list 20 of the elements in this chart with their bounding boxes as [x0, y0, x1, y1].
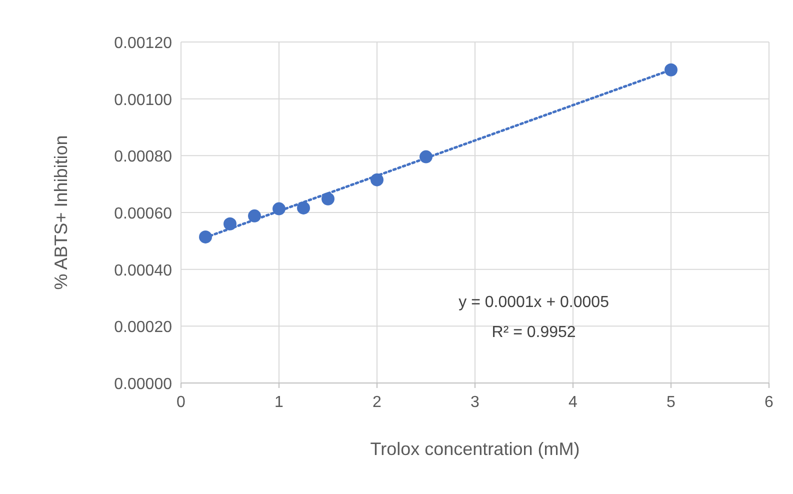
annotation: y = 0.0001x + 0.0005 — [458, 294, 610, 311]
x-tick-label: 6 — [764, 394, 774, 411]
x-tick-label: 1 — [274, 394, 284, 411]
y-tick-label: 0.00120 — [114, 35, 172, 52]
y-tick-label: 0.00080 — [114, 148, 172, 166]
y-tick-label: 0.00000 — [114, 376, 172, 393]
y-tick-label: 0.00020 — [114, 319, 172, 336]
y-tick-label: 0.00040 — [114, 262, 172, 280]
y-axis-title: % ABTS+ Inhibition — [51, 135, 71, 290]
x-tick-label: 2 — [372, 394, 382, 411]
x-tick-label: 4 — [568, 394, 578, 411]
x-tick-label: 3 — [470, 394, 480, 411]
y-tick-label: 0.00060 — [114, 206, 172, 222]
x-axis-title: Trolox concentration (mM) — [370, 439, 580, 459]
point — [664, 63, 678, 76]
x-tick-label: 0 — [176, 394, 186, 411]
annotation: R² = 0.9952 — [492, 324, 576, 341]
y-tick-label: 0.00100 — [114, 92, 172, 109]
x-tick-label: 5 — [666, 394, 676, 411]
point — [297, 201, 310, 214]
